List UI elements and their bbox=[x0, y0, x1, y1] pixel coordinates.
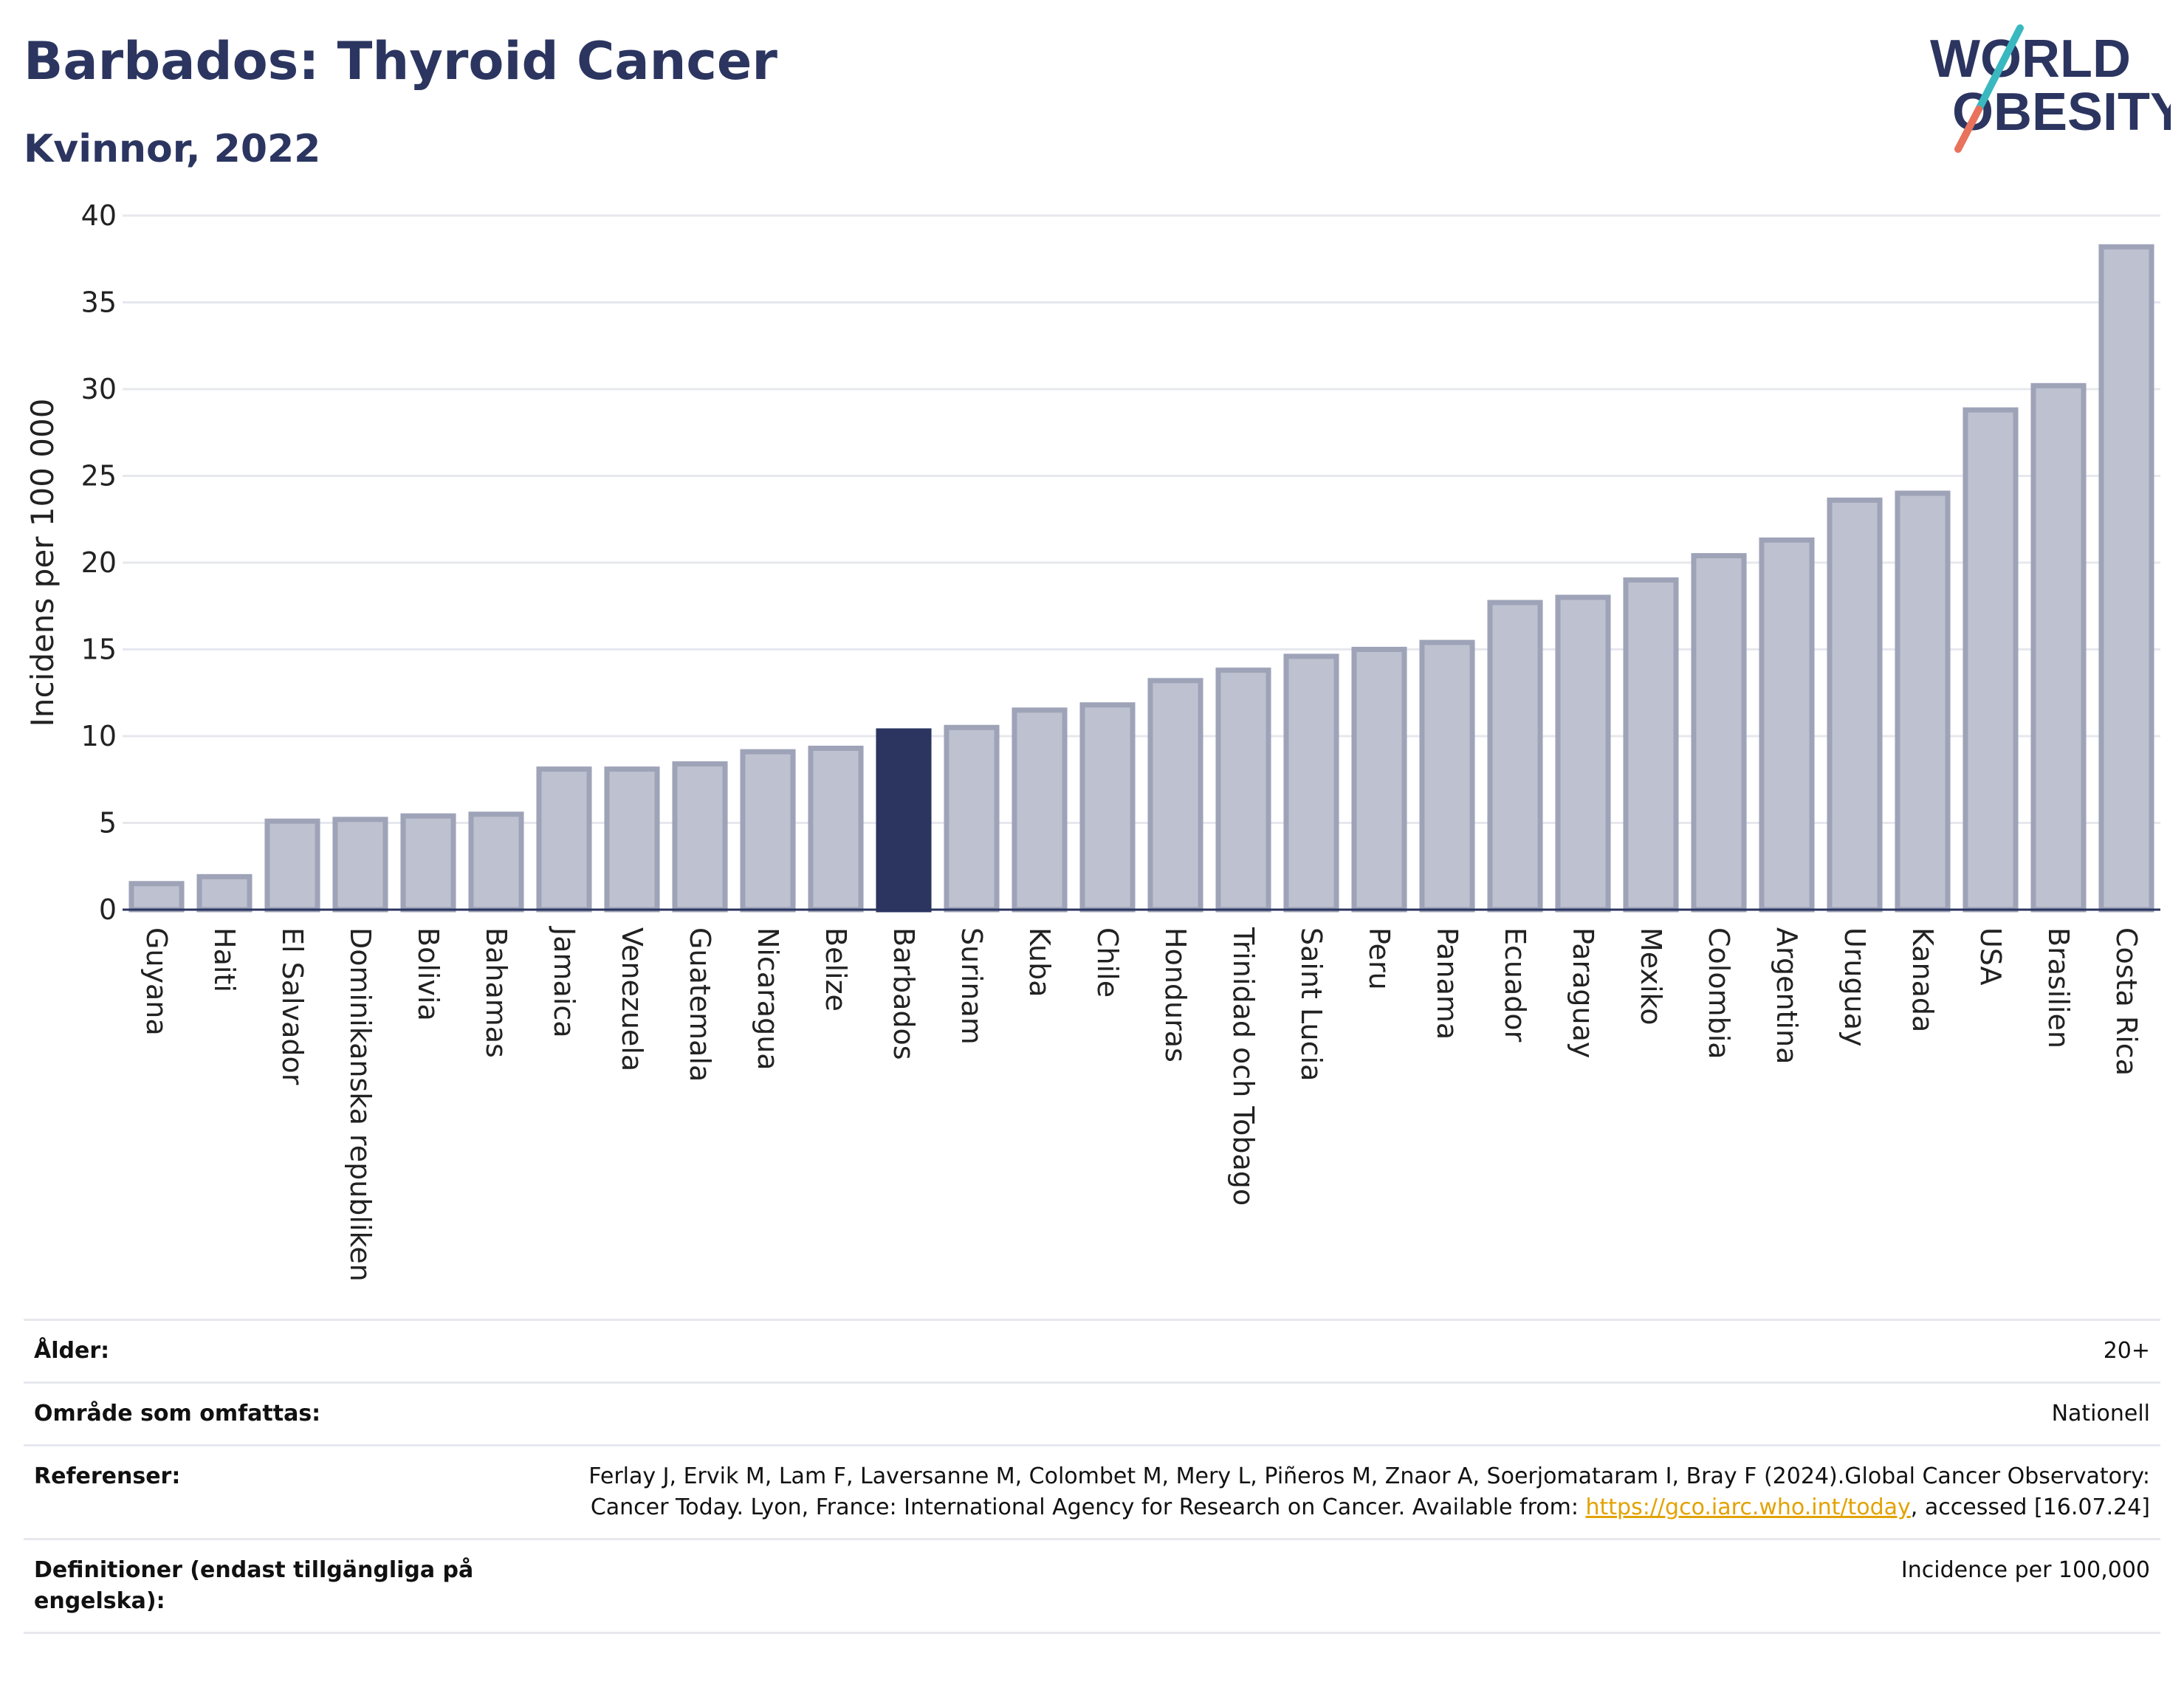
area-label: Område som omfattas: bbox=[34, 1401, 321, 1427]
chart-subtitle: Kvinnor, 2022 bbox=[24, 127, 321, 171]
bar bbox=[1555, 594, 1611, 913]
y-tick-label: 40 bbox=[81, 199, 117, 232]
x-tick-label: Honduras bbox=[1159, 927, 1192, 1062]
y-tick-label: 35 bbox=[81, 286, 117, 319]
metadata-table: Ålder: 20+ Område som omfattas: Nationel… bbox=[24, 1319, 2160, 1634]
bar bbox=[332, 817, 388, 913]
meta-row-references: Referenser: Ferlay J, Ervik M, Lam F, La… bbox=[24, 1444, 2160, 1538]
bar bbox=[740, 749, 796, 913]
world-obesity-logo: WORLD OBESITY bbox=[1930, 24, 2171, 153]
x-tick-label: Venezuela bbox=[616, 927, 648, 1071]
bar bbox=[1759, 537, 1815, 913]
age-label: Ålder: bbox=[34, 1338, 110, 1364]
x-tick-label: El Salvador bbox=[276, 927, 309, 1085]
x-tick-label: Guatemala bbox=[684, 927, 716, 1082]
bar bbox=[1487, 600, 1543, 913]
definitions-value: Incidence per 100,000 bbox=[1900, 1557, 2150, 1583]
x-tick-label: Haiti bbox=[208, 927, 241, 992]
x-tick-label: Bahamas bbox=[480, 927, 512, 1058]
logo-slash-coral bbox=[1954, 106, 1982, 153]
x-tick-label: Panama bbox=[1431, 927, 1463, 1040]
bar bbox=[876, 728, 932, 913]
meta-row-age: Ålder: 20+ bbox=[24, 1319, 2160, 1381]
age-value: 20+ bbox=[2103, 1338, 2150, 1364]
y-tick-label: 5 bbox=[99, 807, 117, 840]
x-tick-label: Kuba bbox=[1023, 927, 1056, 998]
x-tick-label: Nicaragua bbox=[752, 927, 784, 1071]
bar bbox=[468, 811, 524, 913]
references-value: Ferlay J, Ervik M, Lam F, Laversanne M, … bbox=[563, 1461, 2150, 1523]
logo-line1: WORLD bbox=[1930, 30, 2131, 89]
references-accessed: , accessed [16.07.24] bbox=[1910, 1494, 2150, 1520]
bar bbox=[1895, 490, 1951, 913]
bar bbox=[1827, 497, 1883, 913]
y-tick-label: 15 bbox=[81, 634, 117, 666]
x-tick-label: Saint Lucia bbox=[1295, 927, 1328, 1081]
references-text: Ferlay J, Ervik M, Lam F, Laversanne M, … bbox=[588, 1463, 2150, 1520]
bar-chart: 0 5 10 15 20 25 30 35 40 Incidens per 100 000 Guya… bbox=[24, 199, 2160, 1282]
meta-row-definitions: Definitioner (endast tillgängliga på eng… bbox=[24, 1538, 2160, 1634]
bar bbox=[536, 766, 592, 913]
logo-slash-teal bbox=[1975, 24, 2024, 113]
bar bbox=[400, 813, 456, 913]
x-tick-label: Paraguay bbox=[1567, 927, 1599, 1058]
bar bbox=[1147, 678, 1203, 913]
bar bbox=[1283, 653, 1339, 913]
y-axis-title: Incidens per 100 000 bbox=[24, 399, 61, 727]
x-tick-label: Ecuador bbox=[1499, 927, 1531, 1043]
y-tick-label: 25 bbox=[81, 460, 117, 492]
x-tick-label: Guyana bbox=[140, 927, 173, 1036]
meta-row-area: Område som omfattas: Nationell bbox=[24, 1381, 2160, 1444]
x-tick-label: Brasilien bbox=[2042, 927, 2075, 1048]
x-tick-label: Belize bbox=[820, 927, 852, 1012]
bar bbox=[1215, 667, 1271, 913]
bar bbox=[944, 724, 1000, 913]
bar bbox=[808, 745, 864, 913]
x-tick-label: Costa Rica bbox=[2110, 927, 2143, 1076]
x-tick-label: Mexiko bbox=[1635, 927, 1667, 1025]
x-tick-label: Bolivia bbox=[412, 927, 444, 1021]
bar bbox=[672, 761, 728, 913]
references-label: Referenser: bbox=[34, 1463, 181, 1489]
bar bbox=[2098, 244, 2154, 913]
bar bbox=[1419, 639, 1475, 913]
chart-title: Barbados: Thyroid Cancer bbox=[24, 31, 777, 92]
x-tick-label: Peru bbox=[1363, 927, 1395, 990]
bar bbox=[1623, 577, 1679, 913]
x-tick-label: Surinam bbox=[955, 927, 988, 1045]
area-value: Nationell bbox=[2051, 1401, 2150, 1427]
x-tick-label: Colombia bbox=[1703, 927, 1735, 1060]
x-tick-label: Uruguay bbox=[1838, 927, 1871, 1047]
bar bbox=[1962, 407, 2019, 913]
x-tick-label: Chile bbox=[1091, 927, 1124, 998]
y-tick-label: 30 bbox=[81, 373, 117, 405]
bar bbox=[264, 818, 320, 913]
references-link[interactable]: https://gco.iarc.who.int/today bbox=[1585, 1494, 1911, 1520]
y-tick-label: 10 bbox=[81, 720, 117, 752]
y-tick-label: 20 bbox=[81, 546, 117, 579]
x-tick-label: Trinidad och Tobago bbox=[1227, 927, 1260, 1206]
x-tick-label: Kanada bbox=[1906, 927, 1939, 1032]
bar bbox=[1079, 702, 1136, 913]
bar bbox=[1351, 647, 1407, 913]
bar bbox=[1691, 553, 1747, 913]
bar bbox=[604, 766, 660, 913]
definitions-label: Definitioner (endast tillgängliga på eng… bbox=[34, 1557, 474, 1614]
x-tick-label: Barbados bbox=[887, 927, 920, 1060]
bar bbox=[1012, 707, 1068, 913]
bar bbox=[128, 881, 185, 913]
x-tick-label: Dominikanska republiken bbox=[344, 927, 377, 1282]
y-tick-label: 0 bbox=[99, 893, 117, 926]
x-tick-label: Jamaica bbox=[548, 926, 580, 1038]
bar bbox=[196, 873, 253, 913]
x-tick-label: Argentina bbox=[1771, 927, 1803, 1064]
bar bbox=[2030, 382, 2087, 913]
x-tick-label: USA bbox=[1974, 927, 2007, 986]
